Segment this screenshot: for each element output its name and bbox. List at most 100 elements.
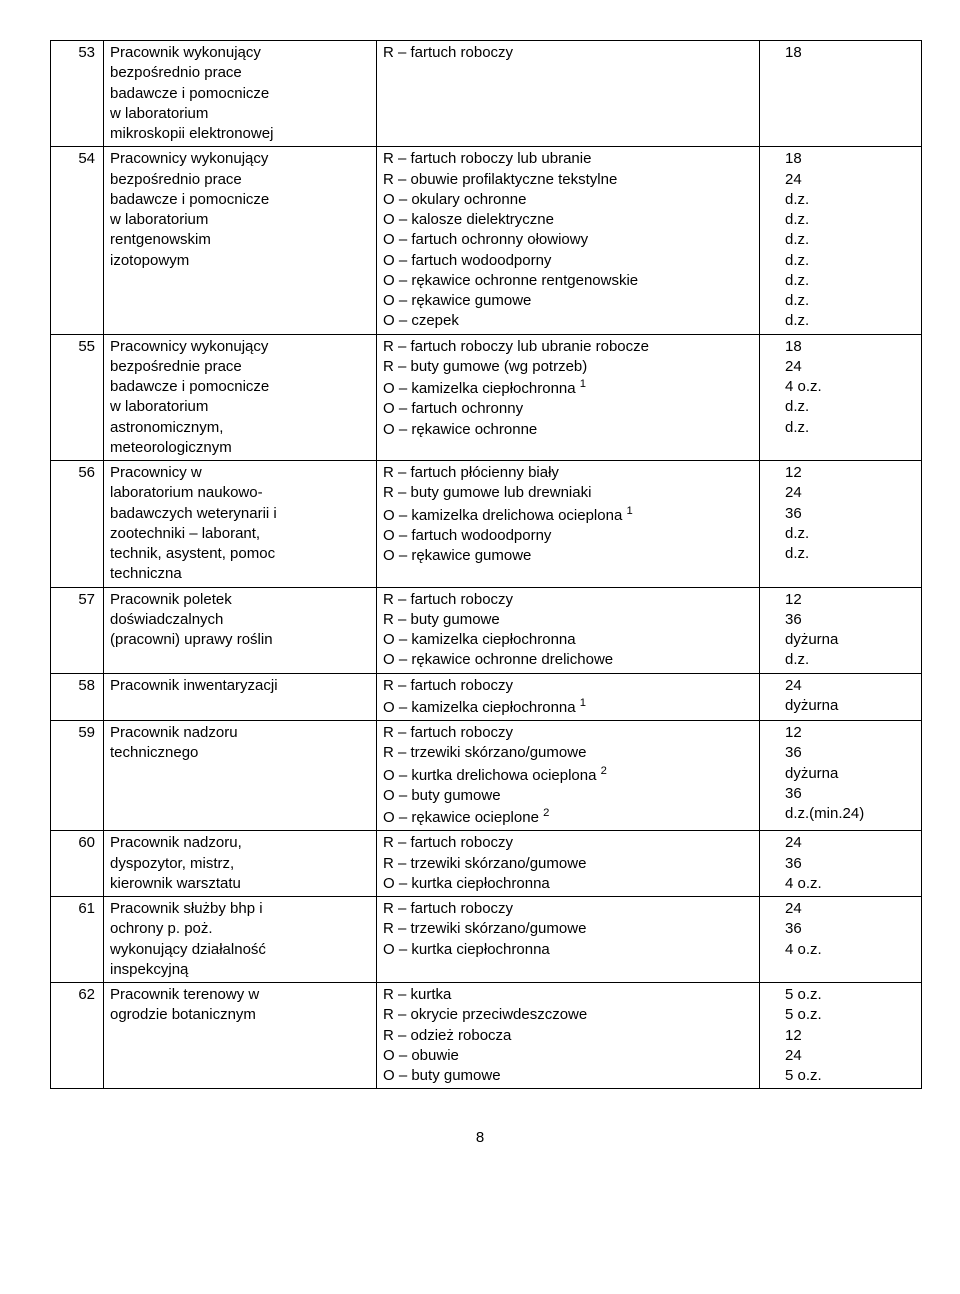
value-line: 4 o.z. [785,377,915,397]
value-line: 36 [785,743,915,763]
job-line: techniczna [110,564,370,584]
job-line: bezpośrednio prace [110,63,370,83]
item-line: O – kamizelka ciepłochronna [383,630,753,650]
item-line: R – fartuch płócienny biały [383,463,753,483]
item-line: O – fartuch ochronny [383,399,753,419]
row-number: 58 [51,673,104,721]
table-row: 61Pracownik służby bhp iochrony p. poż.w… [51,897,922,983]
job-line: Pracownik inwentaryzacji [110,676,370,696]
job-line: dyspozytor, mistrz, [110,854,370,874]
value-line: 36 [785,784,915,804]
item-line: O – kamizelka ciepłochronna 1 [383,696,753,718]
job-line: Pracownik poletek [110,590,370,610]
job-line: Pracownicy wykonujący [110,149,370,169]
values-cell: 24364 o.z. [760,897,922,983]
job-cell: Pracownik nadzoru,dyspozytor, mistrz,kie… [104,831,377,897]
job-line: w laboratorium [110,210,370,230]
value-line: 36 [785,919,915,939]
value-line: d.z. [785,544,915,564]
value-line: 18 [785,337,915,357]
job-line: badawcze i pomocnicze [110,84,370,104]
job-line: (pracowni) uprawy roślin [110,630,370,650]
items-cell: R – fartuch roboczyR – trzewiki skórzano… [377,897,760,983]
job-line: badawcze i pomocnicze [110,190,370,210]
item-line: R – buty gumowe (wg potrzeb) [383,357,753,377]
job-line: wykonujący działalność [110,940,370,960]
value-line: 4 o.z. [785,874,915,894]
job-line: bezpośrednie prace [110,357,370,377]
value-line: d.z. [785,190,915,210]
job-line: w laboratorium [110,104,370,124]
item-line: R – fartuch roboczy [383,590,753,610]
row-number: 57 [51,587,104,673]
job-line: badawczych weterynarii i [110,504,370,524]
item-line: R – trzewiki skórzano/gumowe [383,919,753,939]
job-line: Pracownicy wykonujący [110,337,370,357]
value-line: 24 [785,899,915,919]
job-line: zootechniki – laborant, [110,524,370,544]
item-line: O – okulary ochronne [383,190,753,210]
table-row: 53Pracownik wykonującybezpośrednio prace… [51,41,922,147]
job-line: astronomicznym, [110,418,370,438]
value-line: 24 [785,357,915,377]
values-cell: 1236dyżurnad.z. [760,587,922,673]
item-line: O – kurtka ciepłochronna [383,874,753,894]
value-line: d.z. [785,418,915,438]
value-line: 5 o.z. [785,1066,915,1086]
job-line: rentgenowskim [110,230,370,250]
items-cell: R – kurtkaR – okrycie przeciwdeszczoweR … [377,983,760,1089]
item-line: O – rękawice gumowe [383,546,753,566]
value-line: 18 [785,149,915,169]
row-number: 60 [51,831,104,897]
value-line: d.z. [785,524,915,544]
job-line: izotopowym [110,251,370,271]
job-cell: Pracownik inwentaryzacji [104,673,377,721]
item-line: O – kamizelka drelichowa ocieplona 1 [383,504,753,526]
values-cell: 1824d.z.d.z.d.z.d.z.d.z.d.z.d.z. [760,147,922,334]
job-line: laboratorium naukowo- [110,483,370,503]
item-line: O – kurtka drelichowa ocieplona 2 [383,764,753,786]
row-number: 59 [51,721,104,831]
value-line: 24 [785,833,915,853]
table-row: 56Pracownicy wlaboratorium naukowo-badaw… [51,461,922,588]
job-line: badawcze i pomocnicze [110,377,370,397]
item-line: R – fartuch roboczy [383,43,753,63]
value-line: 12 [785,463,915,483]
item-line: O – obuwie [383,1046,753,1066]
page-number: 8 [50,1129,910,1146]
job-line: Pracownicy w [110,463,370,483]
item-line: R – fartuch roboczy [383,899,753,919]
job-cell: Pracownicy wlaboratorium naukowo-badawcz… [104,461,377,588]
value-line: d.z.(min.24) [785,804,915,824]
item-line: O – rękawice gumowe [383,291,753,311]
item-line: O – kalosze dielektryczne [383,210,753,230]
item-line: R – fartuch roboczy lub ubranie robocze [383,337,753,357]
value-line: 24 [785,483,915,503]
item-line: R – okrycie przeciwdeszczowe [383,1005,753,1025]
value-line: 36 [785,504,915,524]
job-line: bezpośrednio prace [110,170,370,190]
values-cell: 122436d.z.d.z. [760,461,922,588]
table-row: 57Pracownik poletekdoświadczalnych(praco… [51,587,922,673]
job-line: ogrodzie botanicznym [110,1005,370,1025]
item-line: R – trzewiki skórzano/gumowe [383,743,753,763]
value-line: d.z. [785,311,915,331]
item-line: R – odzież robocza [383,1026,753,1046]
items-cell: R – fartuch roboczyR – trzewiki skórzano… [377,721,760,831]
items-cell: R – fartuch roboczy lub ubranie roboczeR… [377,334,760,461]
values-cell: 18244 o.z.d.z.d.z. [760,334,922,461]
job-cell: Pracownik terenowy wogrodzie botanicznym [104,983,377,1089]
row-number: 53 [51,41,104,147]
item-line: O – kurtka ciepłochronna [383,940,753,960]
items-cell: R – fartuch roboczyR – buty gumoweO – ka… [377,587,760,673]
row-number: 55 [51,334,104,461]
item-line: O – rękawice ochronne [383,420,753,440]
values-cell: 24dyżurna [760,673,922,721]
job-line: Pracownik nadzoru, [110,833,370,853]
value-line: 24 [785,170,915,190]
value-line: 36 [785,854,915,874]
job-line: Pracownik nadzoru [110,723,370,743]
value-line: 5 o.z. [785,1005,915,1025]
item-line: O – fartuch wodoodporny [383,526,753,546]
item-line: O – rękawice ochronne drelichowe [383,650,753,670]
